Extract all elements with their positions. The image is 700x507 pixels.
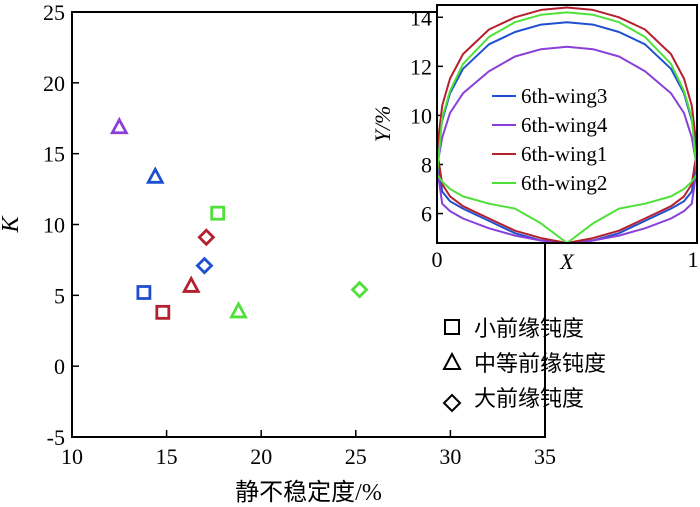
inset-y-axis-label: Y/% — [370, 106, 395, 143]
point-diamond-6th-wing2 — [350, 280, 369, 299]
point-square-6th-wing1 — [155, 304, 171, 320]
legend-label-medium-bluntness: 中等前缘钝度 — [474, 351, 606, 376]
inset-legend-label-6th-wing2: 6th-wing2 — [521, 171, 607, 195]
point-square-6th-wing2 — [210, 205, 226, 221]
inset-x-tick-label: 0 — [432, 247, 443, 272]
inset-legend-label-6th-wing3: 6th-wing3 — [521, 84, 607, 108]
point-triangle-6th-wing4 — [109, 116, 129, 135]
main-y-tick-label: 20 — [43, 71, 65, 96]
marker-legend: 小前缘钝度 中等前缘钝度 大前缘钝度 — [442, 316, 606, 413]
inset-x-axis-label: X — [559, 249, 575, 274]
main-x-tick-label: 10 — [61, 444, 83, 469]
inset-legend-label-6th-wing1: 6th-wing1 — [521, 142, 607, 166]
legend-marker-diamond — [442, 393, 462, 413]
legend-marker-triangle — [442, 351, 462, 370]
inset-y-tick-label: 6 — [421, 202, 432, 227]
main-y-axis-label: K — [0, 215, 24, 234]
point-triangle-6th-wing2 — [229, 300, 248, 319]
inset-axis-ticks: 6 8 10 12 14 0 1 — [410, 5, 699, 272]
point-triangle-6th-wing3 — [145, 166, 165, 184]
main-x-tick-label: 25 — [345, 444, 367, 469]
inset-y-tick-label: 10 — [410, 103, 432, 128]
inset-y-tick-label: 12 — [410, 54, 432, 79]
main-x-tick-label: 35 — [534, 444, 556, 469]
main-x-axis-label: 静不稳定度/% — [235, 479, 382, 506]
legend-marker-square — [444, 319, 460, 335]
point-triangle-6th-wing1 — [181, 275, 201, 293]
point-diamond-6th-wing3 — [195, 256, 214, 275]
legend-label-large-bluntness: 大前缘钝度 — [474, 386, 584, 411]
inset-legend-label-6th-wing4: 6th-wing4 — [521, 113, 608, 137]
main-y-tick-label: 25 — [43, 0, 65, 25]
inset-plot-frame — [436, 4, 698, 244]
main-y-tick-label: 0 — [54, 354, 65, 379]
legend-label-small-bluntness: 小前缘钝度 — [474, 316, 584, 341]
inset-x-tick-label: 1 — [688, 247, 699, 272]
point-diamond-6th-wing1 — [197, 228, 216, 247]
main-y-tick-label: 5 — [54, 283, 65, 308]
inset-legend: 6th-wing3 6th-wing4 6th-wing1 6th-wing2 — [492, 84, 608, 195]
main-y-tick-label: 10 — [43, 213, 65, 238]
main-y-tick-label: 15 — [43, 142, 65, 167]
main-x-tick-label: 15 — [156, 444, 178, 469]
main-y-tick-label: -5 — [47, 425, 65, 450]
main-x-tick-label: 20 — [250, 444, 272, 469]
main-x-tick-label: 30 — [439, 444, 461, 469]
point-square-6th-wing3 — [136, 285, 152, 300]
main-axis-ticks: 10 15 20 25 30 35 -5 0 5 10 15 20 25 — [43, 0, 556, 469]
inset-y-tick-label: 14 — [410, 5, 432, 30]
inset-y-tick-label: 8 — [421, 152, 432, 177]
main-scatter-chart: 10 15 20 25 30 35 -5 0 5 10 15 20 25 静不稳定度/% K 小前缘钝度… — [0, 0, 606, 506]
main-data-points — [109, 116, 369, 320]
